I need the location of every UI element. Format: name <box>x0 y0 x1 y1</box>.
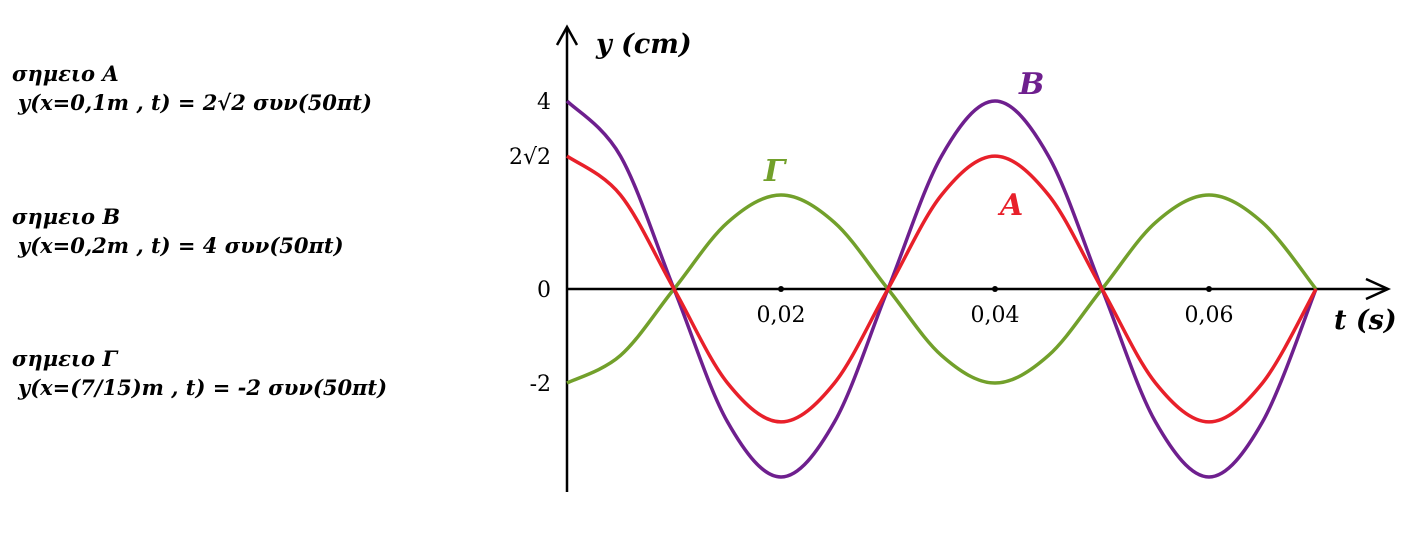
equations-panel: σημειο Α y(x=0,1m , t) = 2√2 συν(50πt) σ… <box>0 0 500 533</box>
x-tick-mark <box>778 286 784 292</box>
y-tick-label: -2 <box>530 372 551 397</box>
chart-series <box>565 99 1318 479</box>
y-tick-label: 2√2 <box>509 145 551 170</box>
chart-ticks: 0,02 0,04 0,06 4 2√2 0 -2 <box>509 90 1234 397</box>
x-tick-label: 0,06 <box>1185 303 1234 328</box>
y-axis-arrow <box>555 24 579 46</box>
series-label-c: Γ <box>763 154 788 189</box>
equation-point-c: σημειο Γ y(x=(7/15)m , t) = -2 συν(50πt) <box>12 345 387 403</box>
equation-point-a: σημειο Α y(x=0,1m , t) = 2√2 συν(50πt) <box>12 60 372 118</box>
series-line-a <box>565 154 1318 424</box>
series-line-b <box>565 99 1318 479</box>
y-tick-label: 0 <box>537 278 551 303</box>
equation-point-b: σημειο Β y(x=0,2m , t) = 4 συν(50πt) <box>12 203 344 261</box>
y-tick-label: 4 <box>537 90 551 115</box>
equation-formula: y(x=(7/15)m , t) = -2 συν(50πt) <box>18 375 388 400</box>
series-labels: Β Α Γ <box>763 67 1044 223</box>
x-tick-mark <box>1206 286 1212 292</box>
x-axis-title: t (s) <box>1334 305 1397 336</box>
x-tick-mark <box>992 286 998 292</box>
equation-name: σημειο Β <box>12 204 121 229</box>
x-tick-label: 0,02 <box>757 303 806 328</box>
equation-name: σημειο Γ <box>12 346 118 371</box>
x-axis-arrow <box>1365 277 1392 301</box>
chart-axes: y (cm) t (s) <box>555 24 1397 492</box>
equation-name: σημειο Α <box>12 61 119 86</box>
equation-formula: y(x=0,1m , t) = 2√2 συν(50πt) <box>18 90 372 115</box>
equation-formula: y(x=0,2m , t) = 4 συν(50πt) <box>18 233 344 258</box>
y-axis-title: y (cm) <box>595 29 692 60</box>
series-label-a: Α <box>997 188 1023 223</box>
x-tick-label: 0,04 <box>971 303 1020 328</box>
series-line-c <box>566 193 1318 385</box>
series-label-b: Β <box>1018 67 1044 102</box>
